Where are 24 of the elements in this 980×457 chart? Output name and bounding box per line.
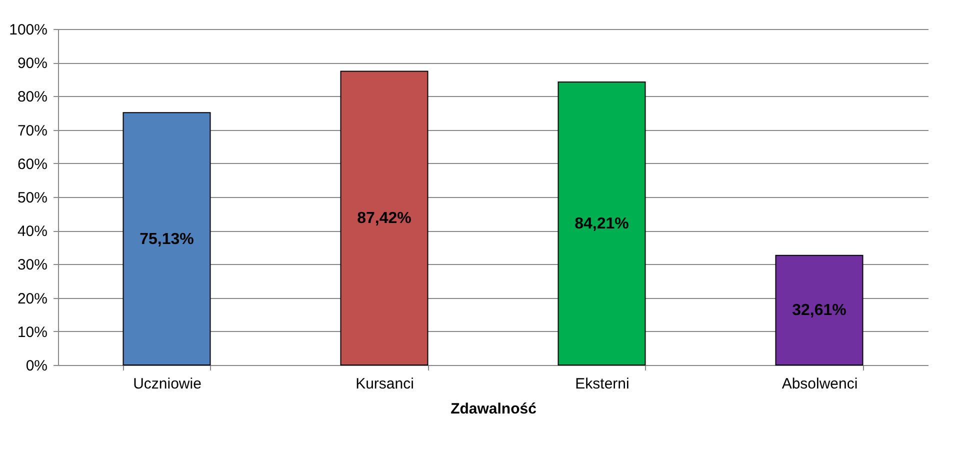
bar	[558, 82, 646, 366]
data-label: 87,42%	[357, 210, 412, 228]
bar	[775, 254, 864, 366]
bar	[122, 112, 211, 366]
data-label: 75,13%	[140, 230, 194, 248]
x-tick-label: Kursanci	[356, 376, 414, 392]
y-tick-label: 0%	[26, 358, 48, 374]
y-tick-label: 90%	[17, 55, 48, 72]
data-label: 84,21%	[574, 216, 629, 233]
y-tick-label: 60%	[17, 156, 48, 173]
data-label: 32,61%	[792, 302, 846, 320]
y-tick-label: 70%	[17, 122, 48, 140]
y-tick-label: 100%	[9, 22, 48, 38]
y-tick-label: 80%	[17, 88, 48, 106]
y-tick-label: 40%	[17, 223, 48, 240]
x-tick-label: Uczniowie	[133, 376, 202, 392]
y-tick-label: 20%	[17, 290, 48, 308]
y-tick-label: 10%	[17, 324, 48, 341]
bar	[340, 70, 428, 366]
y-tick-label: 50%	[17, 190, 48, 206]
x-tick-label: Eksterni	[575, 376, 630, 392]
y-tick-label: 30%	[17, 256, 48, 274]
x-tick-label: Absolwenci	[782, 376, 858, 392]
x-axis-title: Zdawalność	[450, 400, 536, 418]
